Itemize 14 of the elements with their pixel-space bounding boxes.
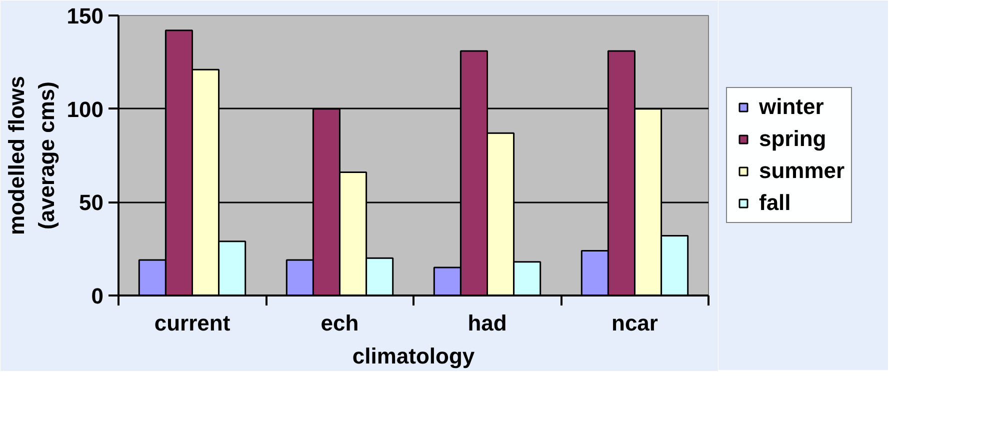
x-tick-label: ech [320, 310, 359, 336]
y-axis-title: modelled flows (average cms) [4, 76, 59, 235]
x-axis-title: climatology [352, 344, 476, 368]
x-tick-label: ncar [612, 310, 658, 336]
legend-label: fall [759, 190, 791, 216]
y-tick-label: 150 [66, 4, 104, 28]
legend-label: summer [759, 158, 845, 184]
legend-label: spring [759, 126, 826, 152]
legend-label: winter [759, 94, 824, 120]
x-tick-label: had [468, 310, 507, 336]
y-tick-label: 50 [79, 190, 104, 216]
y-tick-label: 100 [66, 96, 104, 122]
y-tick-label: 0 [91, 284, 104, 308]
x-tick-label: current [154, 310, 231, 336]
